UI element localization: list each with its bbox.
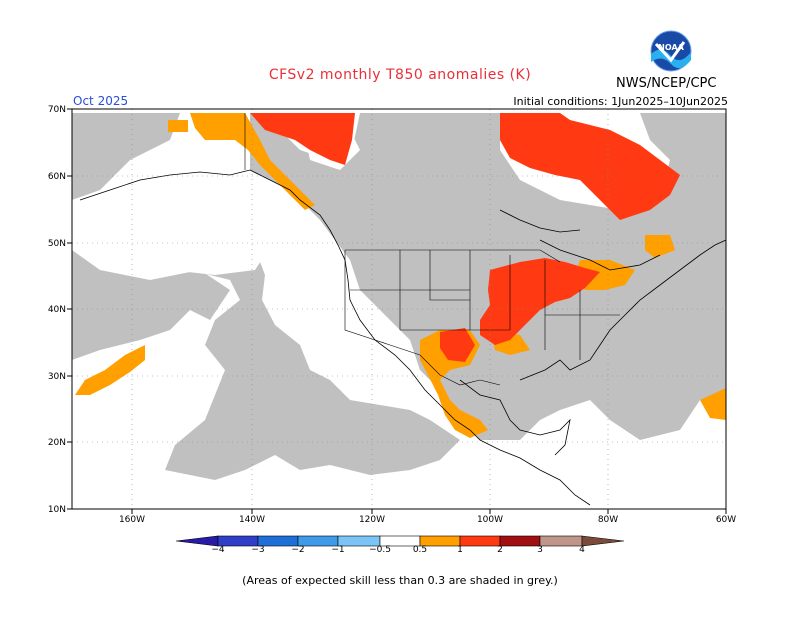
colorbar-segment bbox=[539, 535, 583, 547]
lat-label-10n: 10N bbox=[48, 505, 66, 515]
colorbar-label: 4 bbox=[579, 545, 585, 555]
lon-label-60w: 60W bbox=[716, 515, 736, 525]
colorbar-label: −1 bbox=[331, 545, 345, 555]
forecast-month: Oct 2025 bbox=[73, 94, 129, 108]
lat-label-70n: 70N bbox=[48, 105, 66, 115]
footnote: (Areas of expected skill less than 0.3 a… bbox=[242, 574, 558, 587]
colorbar-label: 1 bbox=[457, 545, 463, 555]
colorbar-segment bbox=[459, 535, 501, 547]
lat-label-40n: 40N bbox=[48, 305, 66, 315]
lon-label-140w: 140W bbox=[239, 515, 265, 525]
agency-label: NWS/NCEP/CPC bbox=[616, 76, 717, 91]
colorbar-label: −0.5 bbox=[369, 545, 391, 555]
colorbar-label: 0.5 bbox=[412, 545, 428, 555]
colorbar-label: −2 bbox=[291, 545, 305, 555]
lat-label-20n: 20N bbox=[48, 438, 66, 448]
colorbar-label: 3 bbox=[537, 545, 543, 555]
anomaly-0-5-to-1 bbox=[75, 113, 726, 438]
lon-label-80w: 80W bbox=[598, 515, 618, 525]
lat-label-50n: 50N bbox=[48, 239, 66, 249]
grid-lines bbox=[72, 109, 726, 509]
political-borders bbox=[244, 113, 620, 386]
colorbar-arrow-right bbox=[581, 535, 625, 547]
map-title: CFSv2 monthly T850 anomalies (K) bbox=[268, 67, 532, 83]
axis-ticks bbox=[67, 108, 727, 514]
white-regions bbox=[72, 175, 726, 509]
initial-conditions: Initial conditions: 1Jun2025–10Jun2025 bbox=[513, 95, 728, 108]
lat-label-30n: 30N bbox=[48, 372, 66, 382]
coastlines bbox=[79, 169, 727, 506]
colorbar-label: −3 bbox=[251, 545, 265, 555]
logo-text: NOAA bbox=[658, 43, 684, 52]
colorbar-label: −4 bbox=[211, 545, 225, 555]
colorbar-label: 2 bbox=[497, 545, 503, 555]
lon-label-100w: 100W bbox=[477, 515, 503, 525]
colorbar bbox=[175, 535, 625, 547]
colorbar-segment bbox=[499, 535, 541, 547]
lon-label-120w: 120W bbox=[359, 515, 385, 525]
lon-label-160w: 160W bbox=[119, 515, 145, 525]
noaa-logo: NOAA bbox=[650, 30, 692, 72]
lat-label-60n: 60N bbox=[48, 172, 66, 182]
